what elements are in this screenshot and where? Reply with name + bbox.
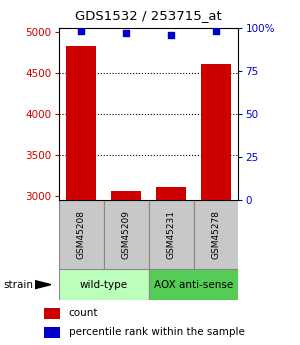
Text: AOX anti-sense: AOX anti-sense bbox=[154, 280, 233, 289]
Bar bbox=[148, 269, 238, 300]
Text: GSM45208: GSM45208 bbox=[76, 210, 85, 259]
Text: GSM45231: GSM45231 bbox=[167, 210, 176, 259]
Bar bbox=[103, 200, 148, 269]
Polygon shape bbox=[34, 280, 51, 289]
Text: percentile rank within the sample: percentile rank within the sample bbox=[69, 327, 244, 337]
Text: strain: strain bbox=[3, 280, 33, 289]
Bar bbox=[66, 47, 96, 345]
Text: GDS1532 / 253715_at: GDS1532 / 253715_at bbox=[75, 9, 222, 22]
Point bbox=[124, 30, 128, 36]
Bar bbox=[44, 326, 60, 338]
Bar bbox=[111, 191, 141, 345]
Point bbox=[169, 32, 173, 37]
Text: GSM45278: GSM45278 bbox=[212, 210, 220, 259]
Bar bbox=[194, 200, 238, 269]
Bar bbox=[58, 269, 148, 300]
Bar bbox=[58, 200, 104, 269]
Text: wild-type: wild-type bbox=[80, 280, 128, 289]
Point bbox=[214, 28, 218, 34]
Bar bbox=[148, 200, 194, 269]
Point bbox=[79, 28, 83, 34]
Bar bbox=[44, 308, 60, 319]
Bar bbox=[156, 187, 186, 345]
Text: GSM45209: GSM45209 bbox=[122, 210, 130, 259]
Text: count: count bbox=[69, 308, 98, 318]
Bar bbox=[201, 64, 231, 345]
